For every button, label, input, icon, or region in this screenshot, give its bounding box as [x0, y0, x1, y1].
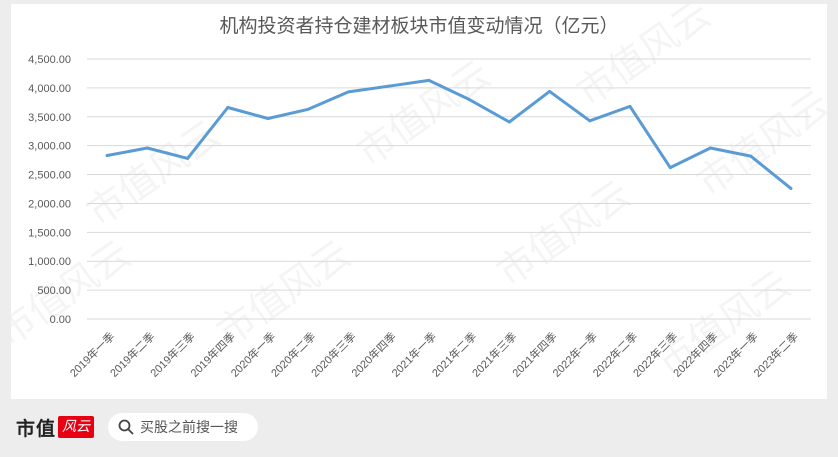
- data-point: [708, 146, 712, 150]
- data-point: [548, 89, 552, 93]
- watermark-text: 市值风云: [349, 52, 499, 175]
- brand-logo[interactable]: 市值 风云: [16, 413, 95, 441]
- data-point: [145, 146, 149, 150]
- search-placeholder: 买股之前搜一搜: [140, 419, 238, 435]
- data-point: [668, 166, 672, 170]
- data-point: [789, 186, 793, 190]
- watermark-text: 市值风云: [689, 82, 827, 205]
- y-tick-label: 500.00: [37, 285, 71, 297]
- y-tick-label: 0.00: [50, 314, 71, 326]
- series: [105, 78, 793, 190]
- data-point: [427, 78, 431, 82]
- data-point: [105, 153, 109, 157]
- watermark-text: 市值风云: [11, 232, 138, 355]
- data-point: [306, 107, 310, 111]
- search-icon: [118, 419, 134, 435]
- series-line: [105, 78, 793, 190]
- brand-badge: 风云: [58, 416, 95, 438]
- search-box[interactable]: 买股之前搜一搜: [108, 413, 258, 441]
- watermark-text: 市值风云: [79, 112, 229, 235]
- data-point: [387, 84, 391, 88]
- brand-text: 市值: [16, 417, 57, 440]
- data-point: [588, 119, 592, 123]
- footer-bar: 市值 风云 买股之前搜一搜: [0, 399, 838, 457]
- y-tick-label: 4,500.00: [28, 54, 71, 66]
- y-axis: 0.00 500.00 1,000.00 1,500.00 2,000.00 2,500.…: [28, 54, 71, 326]
- watermark-text: 市值风云: [489, 172, 639, 295]
- y-tick-label: 2,500.00: [28, 170, 71, 182]
- data-point: [628, 104, 632, 108]
- y-tick-label: 3,500.00: [28, 112, 71, 124]
- data-point: [226, 106, 230, 110]
- y-tick-label: 3,000.00: [28, 141, 71, 153]
- data-point: [186, 156, 190, 160]
- chart-title: 机构投资者持仓建材板块市值变动情况（亿元）: [219, 15, 618, 37]
- y-tick-label: 1,000.00: [28, 256, 71, 268]
- y-tick-label: 2,000.00: [28, 198, 71, 210]
- data-point: [266, 117, 270, 121]
- chart-card: 机构投资者持仓建材板块市值变动情况（亿元） 市值风云 市值风云 市值风云 市值风云 市值…: [11, 4, 827, 399]
- data-point: [346, 90, 350, 94]
- y-tick-label: 4,000.00: [28, 83, 71, 95]
- data-point: [749, 154, 753, 158]
- grid: [87, 58, 811, 320]
- data-point: [467, 97, 471, 101]
- data-point: [507, 120, 511, 124]
- y-tick-label: 1,500.00: [28, 227, 71, 239]
